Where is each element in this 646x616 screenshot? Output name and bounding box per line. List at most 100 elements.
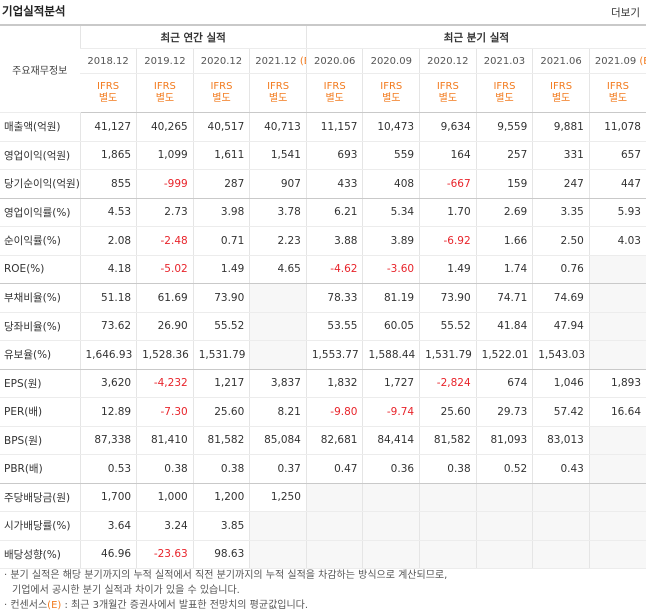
value-cell bbox=[362, 540, 420, 569]
value-cell: 81,410 bbox=[136, 426, 194, 455]
value-cell: 674 bbox=[475, 369, 533, 398]
value-cell: 55.52 bbox=[192, 312, 250, 341]
value-cell: 16.64 bbox=[588, 397, 646, 427]
value-cell: 164 bbox=[419, 141, 477, 170]
value-cell: 287 bbox=[192, 169, 250, 199]
period-header: 2020.06 bbox=[305, 48, 363, 74]
estimate-mark: (E) bbox=[299, 55, 307, 67]
standard-label: 별도 bbox=[325, 93, 344, 104]
value-cell: 0.36 bbox=[362, 454, 420, 484]
value-cell: 1,200 bbox=[192, 483, 250, 512]
value-cell bbox=[249, 283, 307, 313]
value-cell: 2.08 bbox=[79, 226, 137, 256]
standard-label: 별도 bbox=[98, 93, 118, 104]
value-cell bbox=[305, 540, 363, 569]
row-name: 영업이익률(%) bbox=[0, 198, 80, 227]
value-cell: 0.76 bbox=[532, 255, 590, 284]
value-cell: 657 bbox=[588, 141, 646, 170]
value-cell: 11,157 bbox=[305, 112, 363, 142]
value-cell: 9,559 bbox=[475, 112, 533, 142]
period-date: 2020.12 bbox=[427, 55, 469, 67]
row-name: 배당성향(%) bbox=[0, 540, 80, 569]
table-body: 매출액(억원) 41,127 40,265 40,517 40,713 11,157 10,… bbox=[0, 112, 646, 569]
data-row: 당좌비율(%) 73.62 26.90 55.52 53.55 60.05 55.52 41.… bbox=[0, 312, 646, 341]
value-cell: -667 bbox=[419, 169, 477, 199]
value-cell: 0.43 bbox=[532, 454, 590, 484]
value-cell: 1,000 bbox=[136, 483, 194, 512]
value-cell: 4.65 bbox=[249, 255, 307, 284]
standard-header: IFRS 별도 bbox=[249, 73, 307, 113]
header-row: IFRS 별도 IFRS 별도 IFRS 별도 IFRS 별도 IFRS 별도 IFRS 별도 IFRS… bbox=[0, 73, 646, 113]
table-head: 주요재무정보 최근 연간 실적 최근 분기 실적 2018.12 2019.12 2020… bbox=[0, 24, 646, 113]
row-name: 주당배당금(원) bbox=[0, 483, 80, 512]
value-cell: 0.71 bbox=[192, 226, 250, 256]
standard-label: 별도 bbox=[438, 93, 458, 104]
value-cell bbox=[588, 340, 646, 370]
standard-header: IFRS 별도 bbox=[305, 73, 363, 113]
value-cell: 9,881 bbox=[532, 112, 590, 142]
value-cell bbox=[532, 511, 590, 541]
value-cell: 0.53 bbox=[79, 454, 137, 484]
value-cell: 0.47 bbox=[305, 454, 363, 484]
period-date: 2019.12 bbox=[144, 55, 186, 67]
period-header: 2021.06 bbox=[532, 48, 590, 74]
period-date: 2021.09 bbox=[594, 55, 637, 67]
value-cell: 2.69 bbox=[475, 198, 533, 227]
value-cell: 3.35 bbox=[532, 198, 590, 227]
value-cell: 1,250 bbox=[249, 483, 307, 512]
data-row: 영업이익률(%) 4.53 2.73 3.98 3.78 6.21 5.34 1.70 2.69… bbox=[0, 198, 646, 227]
value-cell: 3.64 bbox=[79, 511, 137, 541]
value-cell: 74.69 bbox=[532, 283, 590, 313]
note-text: · 분기 실적은 해당 분기까지의 누적 실적에서 직전 분기까지의 누적 실적… bbox=[4, 570, 448, 581]
data-row: 순이익률(%) 2.08 -2.48 0.71 2.23 3.88 3.89 -6.92 1.6… bbox=[0, 226, 646, 256]
value-cell bbox=[588, 483, 646, 512]
value-cell: 25.60 bbox=[192, 397, 250, 427]
value-cell: 1,528.36 bbox=[136, 340, 194, 370]
value-cell: 60.05 bbox=[362, 312, 420, 341]
data-row: BPS(원) 87,338 81,410 81,582 85,084 82,681 84,4… bbox=[0, 426, 646, 455]
data-row: PER(배) 12.89 -7.30 25.60 8.21 -9.80 -9.74 25.60… bbox=[0, 397, 646, 427]
value-cell bbox=[419, 511, 477, 541]
value-cell: 83,013 bbox=[532, 426, 590, 455]
standard-header: IFRS 별도 bbox=[475, 73, 533, 113]
value-cell: 84,414 bbox=[362, 426, 420, 455]
value-cell bbox=[588, 511, 646, 541]
period-header: 2020.12 bbox=[419, 48, 477, 74]
value-cell bbox=[249, 312, 307, 341]
value-cell bbox=[362, 483, 420, 512]
value-cell bbox=[588, 312, 646, 341]
standard-label: IFRS bbox=[210, 81, 233, 92]
value-cell: 1.49 bbox=[419, 255, 477, 284]
value-cell: 61.69 bbox=[136, 283, 194, 313]
value-cell: 1.66 bbox=[475, 226, 533, 256]
value-cell bbox=[588, 255, 646, 284]
value-cell: -9.80 bbox=[305, 397, 363, 427]
value-cell: 55.52 bbox=[419, 312, 477, 341]
standard-label: IFRS bbox=[436, 81, 459, 92]
standard-label: IFRS bbox=[323, 81, 346, 92]
value-cell bbox=[588, 283, 646, 313]
value-cell: -6.92 bbox=[419, 226, 477, 256]
value-cell: 1,646.93 bbox=[79, 340, 137, 370]
data-row: ROE(%) 4.18 -5.02 1.49 4.65 -4.62 -3.60 1.49 1.7… bbox=[0, 255, 646, 284]
standard-label: IFRS bbox=[606, 81, 629, 92]
value-cell: 1,217 bbox=[192, 369, 250, 398]
value-cell: 8.21 bbox=[249, 397, 307, 427]
standard-label: 별도 bbox=[212, 93, 231, 104]
value-cell: 41.84 bbox=[475, 312, 533, 341]
note-text: 기업에서 공시한 분기 실적과 차이가 있을 수 있습니다. bbox=[12, 585, 240, 596]
value-cell bbox=[475, 483, 533, 512]
value-cell: 0.38 bbox=[192, 454, 250, 484]
value-cell: 1,588.44 bbox=[362, 340, 420, 370]
data-row: EPS(원) 3,620 -4,232 1,217 3,837 1,832 1,727 -2,… bbox=[0, 369, 646, 398]
data-row: 시가배당률(%) 3.64 3.24 3.85 bbox=[0, 511, 646, 541]
data-row: 부채비율(%) 51.18 61.69 73.90 78.33 81.19 73.90 74.… bbox=[0, 283, 646, 313]
standard-label: IFRS bbox=[380, 81, 403, 92]
value-cell: 53.55 bbox=[305, 312, 363, 341]
value-cell: 29.73 bbox=[475, 397, 533, 427]
value-cell: -2,824 bbox=[419, 369, 477, 398]
value-cell: 3.78 bbox=[249, 198, 307, 227]
value-cell: 1,700 bbox=[79, 483, 137, 512]
more-link[interactable]: 더보기 bbox=[611, 7, 640, 19]
data-row: 유보율(%) 1,646.93 1,528.36 1,531.79 1,553.77 1,… bbox=[0, 340, 646, 370]
